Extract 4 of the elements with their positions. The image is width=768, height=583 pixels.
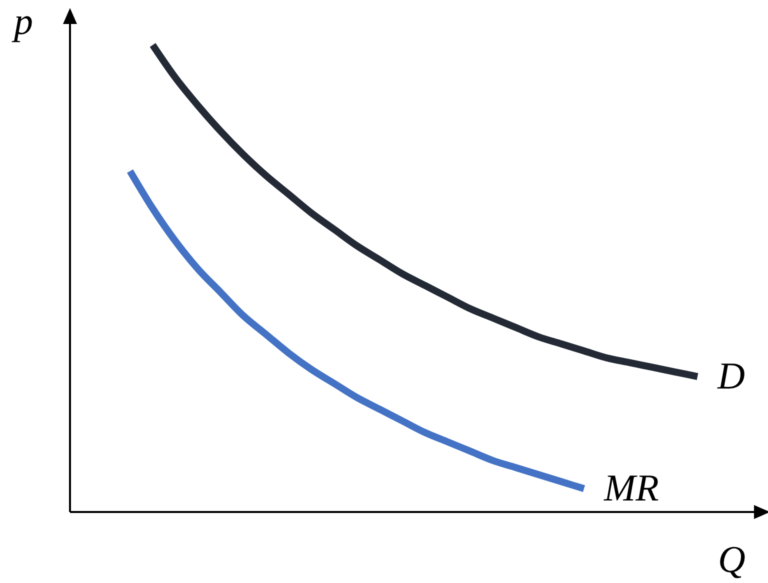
y-axis-title: p xyxy=(11,1,33,43)
series-label: MR xyxy=(603,468,659,510)
series-label: D xyxy=(716,356,745,398)
x-axis-title: Q xyxy=(718,539,746,581)
